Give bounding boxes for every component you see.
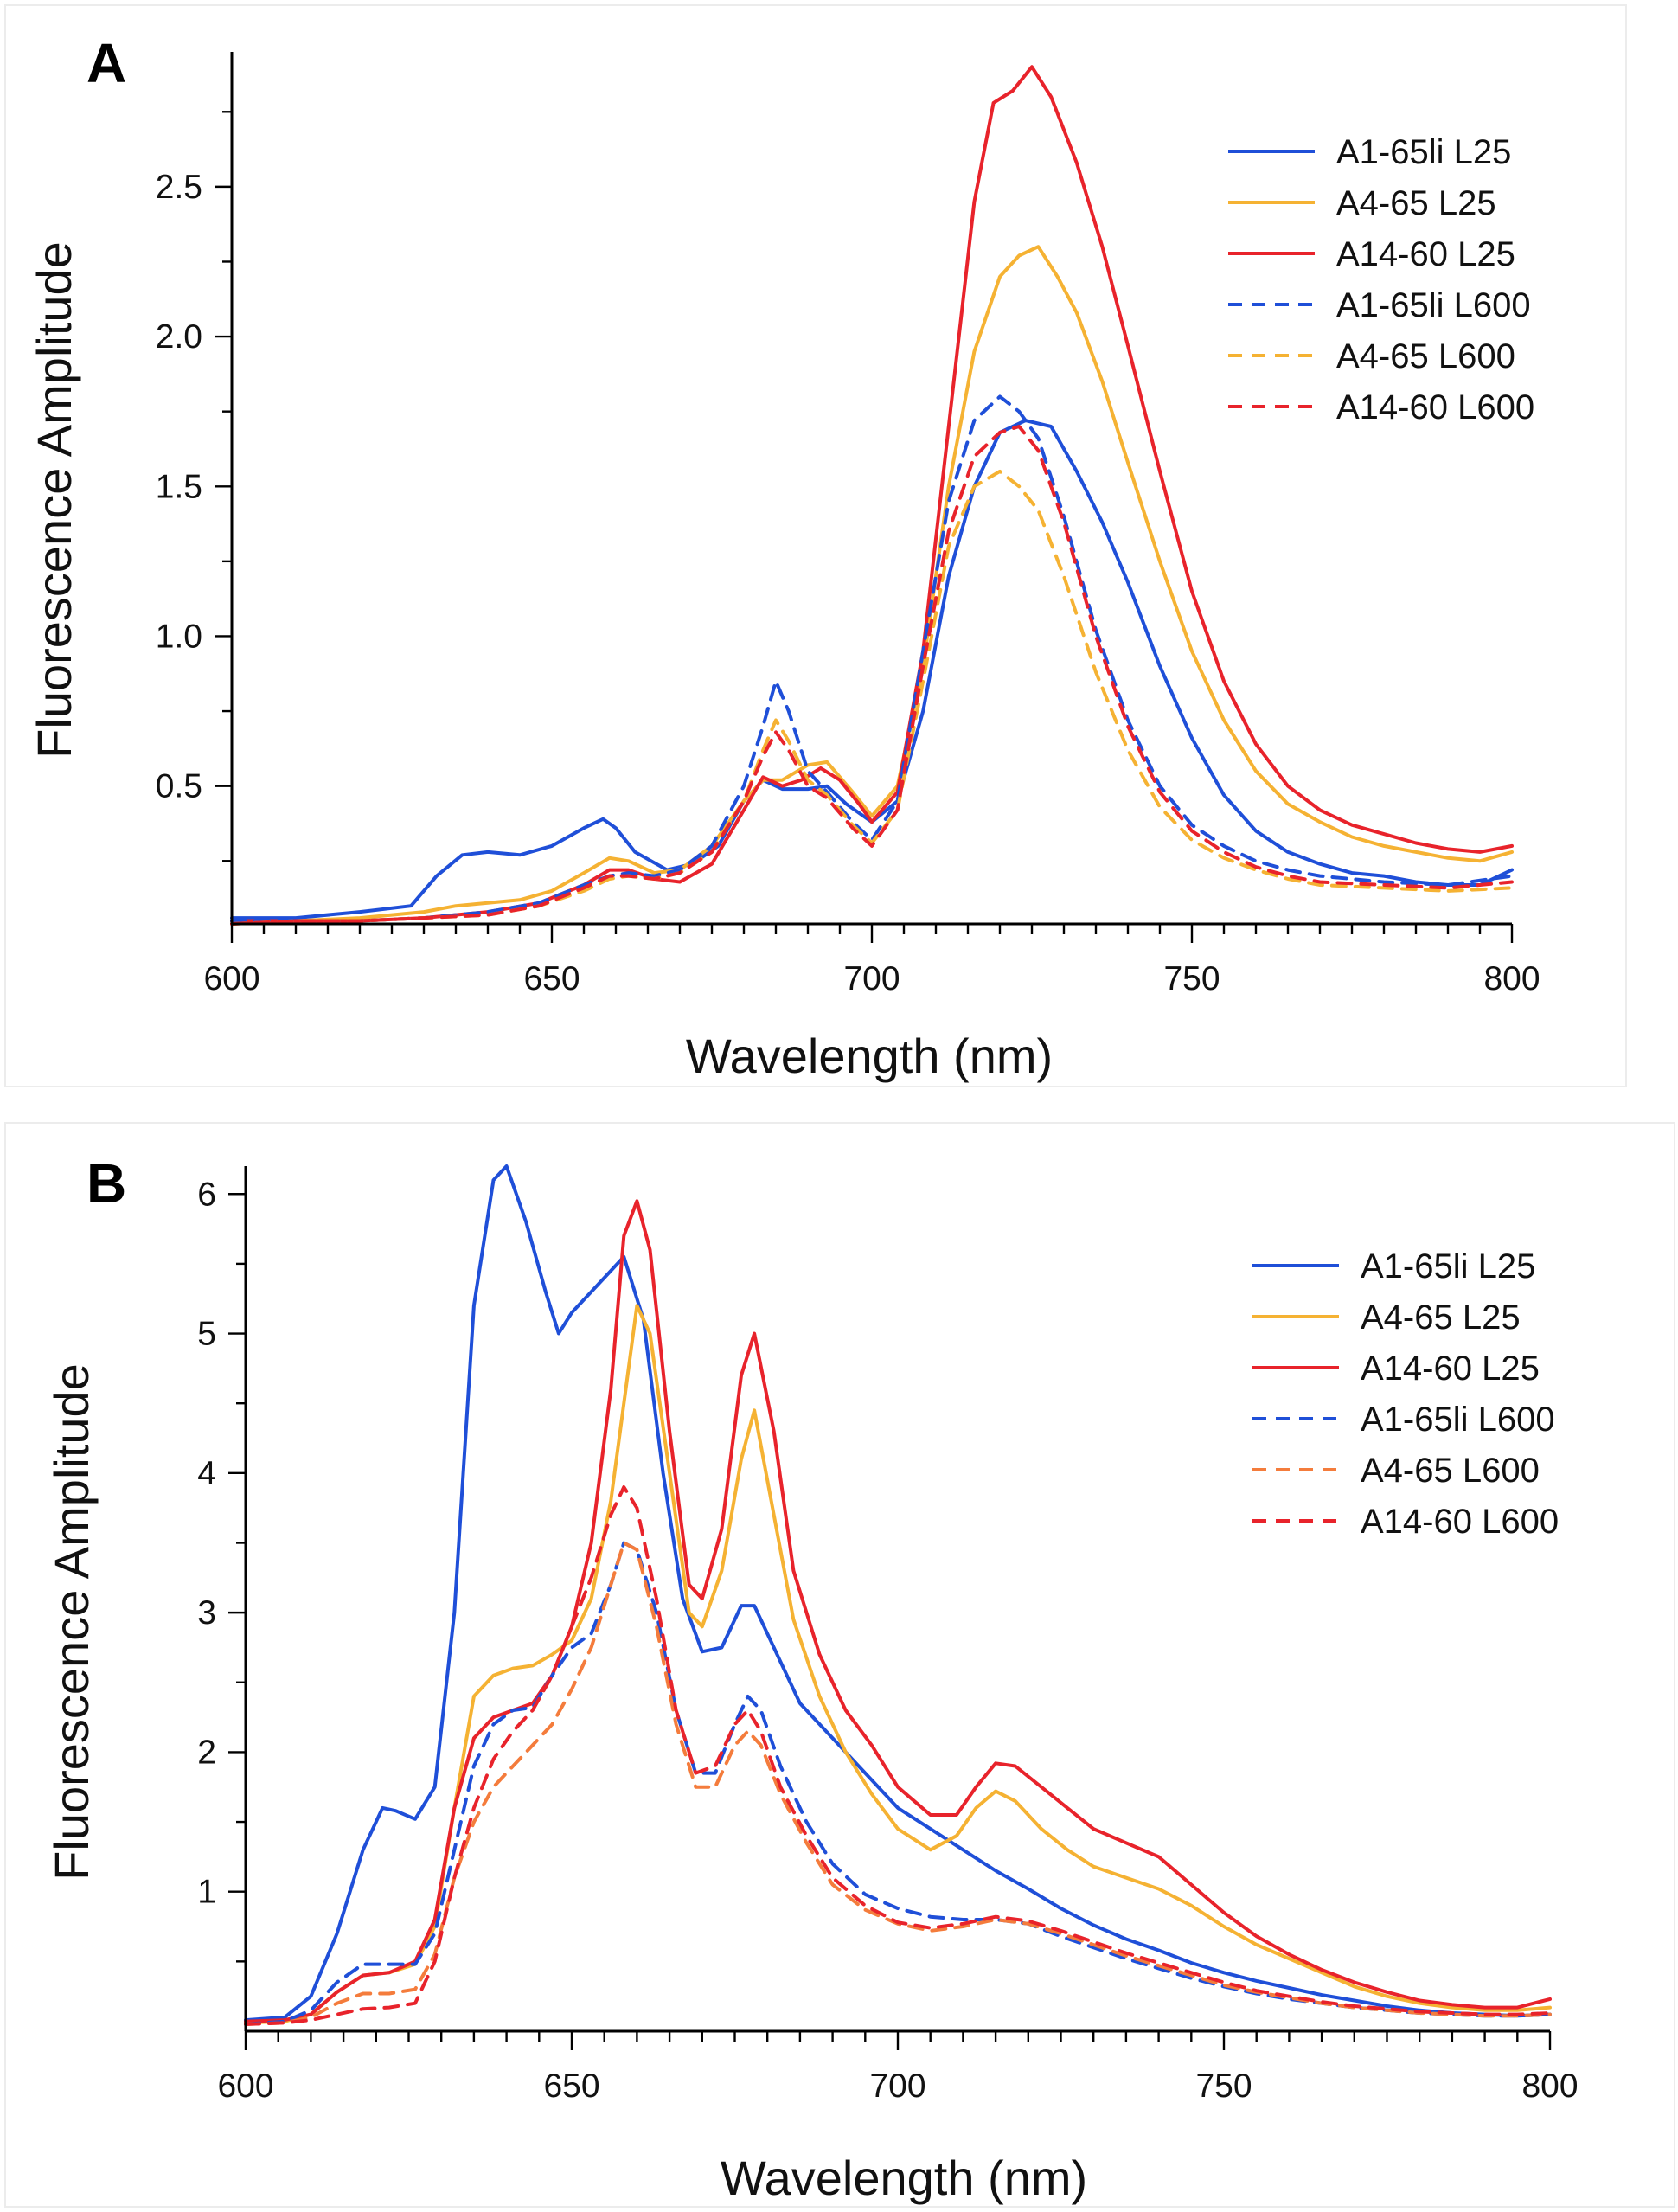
- panel-a-x-tick-label: 600: [203, 960, 259, 997]
- panel-a-legend-label: A1-65li L25: [1336, 133, 1511, 171]
- panel-a-y-axis-title: Fluorescence Amplitude: [27, 241, 81, 759]
- panel-a-y-tick-label: 2.5: [156, 169, 202, 206]
- panel-a-series-a4-65-l600: [230, 469, 1514, 926]
- panel-b-y-tick-label: 5: [197, 1316, 216, 1353]
- panel-b-y-tick-label: 6: [197, 1176, 216, 1213]
- panel-a-y-tick-label: 2.0: [156, 318, 202, 356]
- panel-b-y-axis-title: Fluorescence Amplitude: [44, 1363, 99, 1881]
- panel-b-legend-label: A1-65li L25: [1361, 1247, 1535, 1286]
- panel-a: A Fluorescence Amplitude Wavelength (nm)…: [4, 4, 1627, 1087]
- panel-b-frame: [4, 1122, 1675, 2208]
- panel-b-series-a1-65li-l600: [244, 1541, 1552, 2026]
- panel-b-x-tick-label: 750: [1195, 2068, 1252, 2105]
- panel-b-x-axis-title: Wavelength (nm): [721, 2151, 1087, 2205]
- panel-a-x-tick-label: 750: [1163, 960, 1220, 997]
- panel-b-legend-label: A14-60 L25: [1361, 1350, 1540, 1388]
- panel-a-legend: A1-65li L25 A4-65 L25 A14-60 L25 A1-65li L6…: [1228, 133, 1534, 426]
- panel-a-y-tick-label: 1.0: [156, 618, 202, 655]
- panel-a-frame: [4, 4, 1627, 1087]
- panel-a-x-tick-label: 800: [1483, 960, 1540, 997]
- panel-b-y-tick-label: 2: [197, 1734, 216, 1771]
- panel-b-legend-label: A4-65 L25: [1361, 1298, 1521, 1337]
- panel-b-plot-area: 600 650 700 750 800 1 2 3 4 5 6: [197, 1164, 1579, 2105]
- panel-b-legend-label: A1-65li L600: [1361, 1401, 1555, 1439]
- panel-a-legend-label: A1-65li L600: [1336, 286, 1531, 324]
- panel-a-legend-label: A4-65 L600: [1336, 337, 1515, 375]
- panel-a-y-tick-label: 1.5: [156, 468, 202, 505]
- panel-b-y-tick-label: 1: [197, 1874, 216, 1911]
- panel-a-series-a1-65li-l600: [230, 394, 1514, 923]
- panel-b: B Fluorescence Amplitude Wavelength (nm)…: [4, 1122, 1675, 2208]
- panel-a-legend-label: A14-60 L600: [1336, 388, 1534, 426]
- panel-a-legend-label: A4-65 L25: [1336, 184, 1496, 222]
- panel-a-legend-label: A14-60 L25: [1336, 235, 1515, 273]
- panel-a-series-a14-60-l25: [230, 65, 1514, 923]
- panel-b-y-tick-label: 3: [197, 1594, 216, 1632]
- panel-b-series-a14-60-l600: [244, 1485, 1552, 2026]
- panel-b-legend: A1-65li L25 A4-65 L25 A14-60 L25 A1-65li L6…: [1252, 1247, 1559, 1541]
- panel-b-x-tick-label: 600: [217, 2068, 273, 2105]
- panel-b-x-tick-label: 650: [543, 2068, 599, 2105]
- panel-b-y-tick-label: 4: [197, 1455, 216, 1492]
- panel-b-x-tick-label: 700: [869, 2068, 925, 2105]
- panel-a-x-tick-label: 650: [523, 960, 580, 997]
- panel-a-series-a14-60-l600: [230, 425, 1514, 926]
- panel-a-x-axis-title: Wavelength (nm): [686, 1029, 1053, 1083]
- panel-b-series-a4-65-l600: [244, 1541, 1552, 2026]
- panel-a-plot-area: 600 650 700 750 800 0.5 1.0 1.5 2.0 2.5: [156, 52, 1540, 997]
- panel-b-x-tick-label: 800: [1521, 2068, 1578, 2105]
- panel-b-label: B: [86, 1152, 126, 1215]
- panel-a-label: A: [86, 32, 126, 94]
- panel-b-series-a4-65-l25: [244, 1304, 1552, 2025]
- panel-b-series-a1-65li-l25: [244, 1164, 1552, 2023]
- panel-b-legend-label: A14-60 L600: [1361, 1503, 1559, 1541]
- panel-b-legend-label: A4-65 L600: [1361, 1452, 1540, 1490]
- panel-b-series-a14-60-l25: [244, 1199, 1552, 2023]
- panel-a-y-tick-label: 0.5: [156, 768, 202, 805]
- panel-a-x-tick-label: 700: [843, 960, 900, 997]
